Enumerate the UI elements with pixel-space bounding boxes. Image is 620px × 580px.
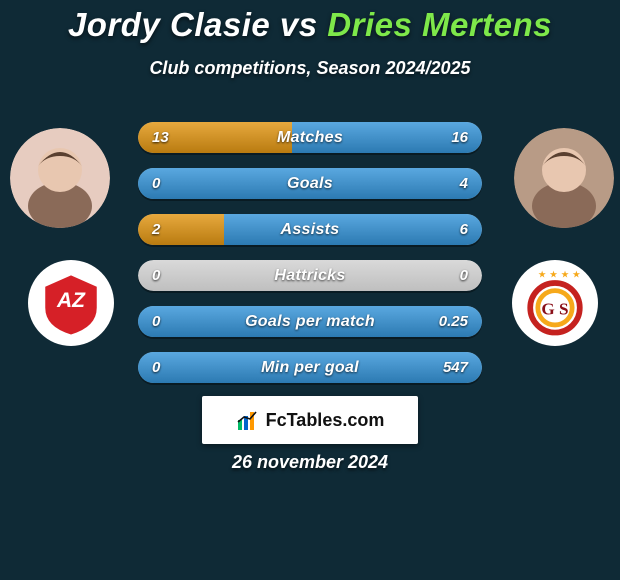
- stat-value-right: 547: [443, 352, 468, 383]
- subtitle: Club competitions, Season 2024/2025: [0, 58, 620, 79]
- svg-text:★: ★: [561, 269, 570, 280]
- avatar-player-2: [514, 128, 614, 228]
- stat-value-right: 4: [460, 168, 468, 199]
- stat-value-right: 6: [460, 214, 468, 245]
- avatar-player-1: [10, 128, 110, 228]
- svg-text:G S: G S: [541, 299, 568, 318]
- svg-text:★: ★: [549, 269, 558, 280]
- stat-row: Min per goal0 547: [138, 352, 482, 383]
- brand-text: FcTables.com: [266, 410, 385, 431]
- club-logo-player-1: AZ: [28, 260, 114, 346]
- svg-text:AZ: AZ: [56, 289, 86, 312]
- stat-label: Assists: [138, 214, 482, 245]
- brand-badge[interactable]: FcTables.com: [202, 396, 418, 444]
- stat-row: Matches13 16: [138, 122, 482, 153]
- stat-value-left: 0: [152, 352, 160, 383]
- stat-row: Goals per match0 0.25: [138, 306, 482, 337]
- title-player-1: Jordy Clasie: [68, 6, 270, 43]
- stat-value-left: 2: [152, 214, 160, 245]
- stat-row: Goals0 4: [138, 168, 482, 199]
- stat-value-right: 16: [451, 122, 468, 153]
- title-vs: vs: [280, 6, 318, 43]
- brand-logo-icon: [236, 408, 260, 432]
- stat-value-left: 0: [152, 168, 160, 199]
- svg-text:★: ★: [538, 269, 547, 280]
- stat-value-right: 0: [460, 260, 468, 291]
- page-title: Jordy Clasie vs Dries Mertens: [0, 6, 620, 44]
- comparison-card: Jordy Clasie vs Dries Mertens Club compe…: [0, 0, 620, 580]
- stat-label: Matches: [138, 122, 482, 153]
- stat-value-right: 0.25: [439, 306, 468, 337]
- club-logo-player-2: ★★★★ G S: [512, 260, 598, 346]
- title-player-2: Dries Mertens: [327, 6, 552, 43]
- stat-row: Assists2 6: [138, 214, 482, 245]
- stat-label: Goals per match: [138, 306, 482, 337]
- stat-value-left: 0: [152, 306, 160, 337]
- stat-row: Hattricks0 0: [138, 260, 482, 291]
- stat-label: Hattricks: [138, 260, 482, 291]
- svg-text:★: ★: [572, 269, 581, 280]
- stat-bars: Matches1316Goals04Assists26Hattricks00Go…: [138, 122, 482, 398]
- footer-date: 26 november 2024: [0, 452, 620, 473]
- stat-label: Goals: [138, 168, 482, 199]
- stat-value-left: 13: [152, 122, 169, 153]
- stat-value-left: 0: [152, 260, 160, 291]
- stat-label: Min per goal: [138, 352, 482, 383]
